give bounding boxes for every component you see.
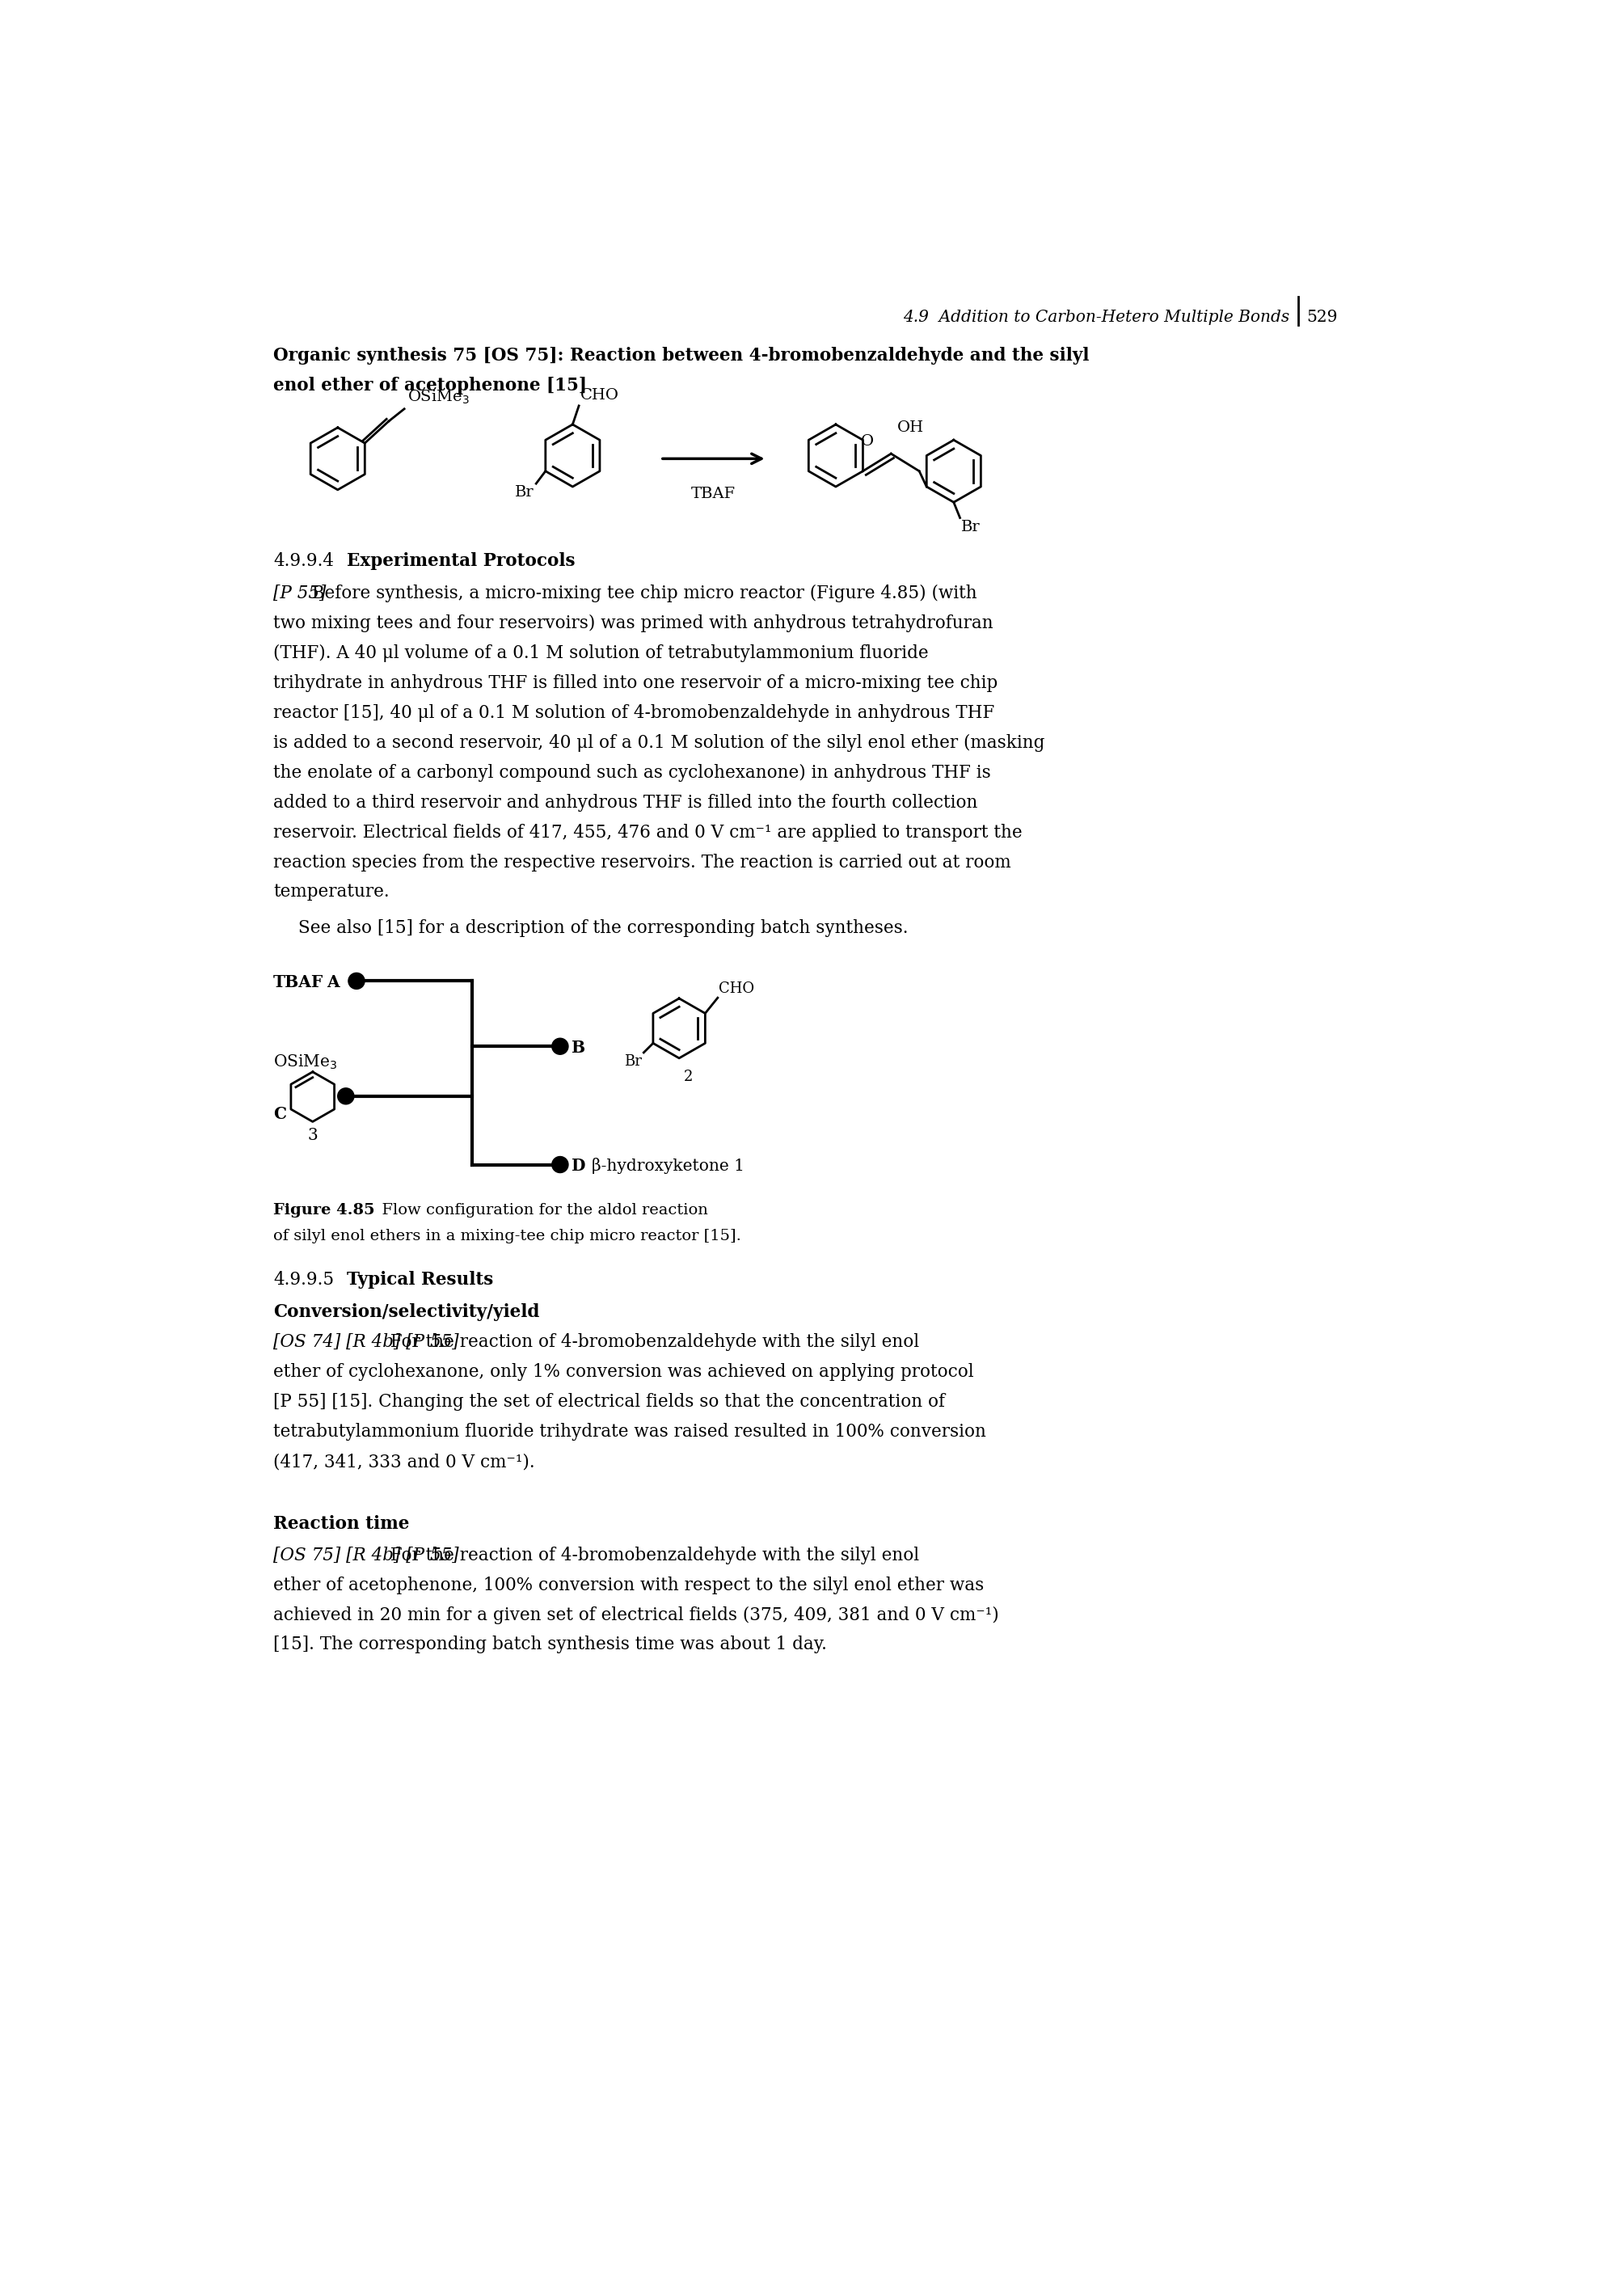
Text: of silyl enol ethers in a mixing-tee chip micro reactor [15].: of silyl enol ethers in a mixing-tee chi…: [273, 1229, 741, 1242]
Text: CHO: CHO: [580, 387, 619, 403]
Circle shape: [338, 1089, 354, 1105]
Text: Typical Results: Typical Results: [348, 1272, 494, 1288]
Circle shape: [552, 1038, 568, 1054]
Text: For the reaction of 4-bromobenzaldehyde with the silyl enol: For the reaction of 4-bromobenzaldehyde …: [385, 1334, 919, 1350]
Text: 3: 3: [307, 1128, 318, 1144]
Text: OSiMe$_3$: OSiMe$_3$: [273, 1054, 338, 1070]
Text: D: D: [572, 1157, 586, 1174]
Text: See also [15] for a description of the corresponding batch syntheses.: See also [15] for a description of the c…: [299, 919, 908, 937]
Text: [OS 74] [R 4b] [P 55]: [OS 74] [R 4b] [P 55]: [273, 1334, 460, 1350]
Text: Conversion/selectivity/yield: Conversion/selectivity/yield: [273, 1304, 539, 1320]
Text: tetrabutylammonium fluoride trihydrate was raised resulted in 100% conversion: tetrabutylammonium fluoride trihydrate w…: [273, 1423, 986, 1442]
Text: 4.9.9.4: 4.9.9.4: [273, 552, 335, 571]
Text: 529: 529: [1307, 309, 1338, 325]
Text: TBAF: TBAF: [692, 486, 736, 502]
Text: reaction species from the respective reservoirs. The reaction is carried out at : reaction species from the respective res…: [273, 853, 1012, 871]
Text: two mixing tees and four reservoirs) was primed with anhydrous tetrahydrofuran: two mixing tees and four reservoirs) was…: [273, 614, 994, 633]
Text: CHO: CHO: [719, 981, 755, 997]
Text: C: C: [273, 1107, 286, 1123]
Text: enol ether of acetophenone [15]: enol ether of acetophenone [15]: [273, 376, 586, 394]
Text: For the reaction of 4-bromobenzaldehyde with the silyl enol: For the reaction of 4-bromobenzaldehyde …: [385, 1547, 919, 1563]
Text: A: A: [326, 974, 339, 990]
Text: trihydrate in anhydrous THF is filled into one reservoir of a micro-mixing tee c: trihydrate in anhydrous THF is filled in…: [273, 674, 997, 692]
Text: (THF). A 40 μl volume of a 0.1 M solution of tetrabutylammonium fluoride: (THF). A 40 μl volume of a 0.1 M solutio…: [273, 644, 929, 662]
Text: temperature.: temperature.: [273, 882, 390, 901]
Text: [P 55]: [P 55]: [273, 584, 326, 603]
Text: [OS 75] [R 4b] [P 55]: [OS 75] [R 4b] [P 55]: [273, 1547, 460, 1563]
Text: reservoir. Electrical fields of 417, 455, 476 and 0 V cm⁻¹ are applied to transp: reservoir. Electrical fields of 417, 455…: [273, 823, 1021, 841]
Text: β-hydroxyketone 1: β-hydroxyketone 1: [591, 1157, 744, 1174]
Text: Figure 4.85: Figure 4.85: [273, 1203, 375, 1217]
Text: ether of cyclohexanone, only 1% conversion was achieved on applying protocol: ether of cyclohexanone, only 1% conversi…: [273, 1364, 974, 1382]
Text: 4.9.9.5: 4.9.9.5: [273, 1272, 335, 1288]
Text: is added to a second reservoir, 40 μl of a 0.1 M solution of the silyl enol ethe: is added to a second reservoir, 40 μl of…: [273, 733, 1044, 752]
Text: reactor [15], 40 μl of a 0.1 M solution of 4-bromobenzaldehyde in anhydrous THF: reactor [15], 40 μl of a 0.1 M solution …: [273, 704, 994, 722]
Text: Organic synthesis 75 [OS 75]: Reaction between 4-bromobenzaldehyde and the silyl: Organic synthesis 75 [OS 75]: Reaction b…: [273, 346, 1090, 364]
Text: TBAF: TBAF: [273, 974, 323, 990]
Text: ether of acetophenone, 100% conversion with respect to the silyl enol ether was: ether of acetophenone, 100% conversion w…: [273, 1577, 984, 1593]
Text: added to a third reservoir and anhydrous THF is filled into the fourth collectio: added to a third reservoir and anhydrous…: [273, 793, 978, 811]
Text: Experimental Protocols: Experimental Protocols: [348, 552, 575, 571]
Text: O: O: [861, 433, 874, 449]
Text: Br: Br: [961, 520, 981, 534]
Circle shape: [552, 1157, 568, 1174]
Text: OH: OH: [898, 419, 924, 435]
Text: B: B: [572, 1041, 585, 1057]
Text: OSiMe$_3$: OSiMe$_3$: [408, 390, 469, 406]
Text: Br: Br: [624, 1054, 641, 1068]
Text: Reaction time: Reaction time: [273, 1515, 409, 1533]
Circle shape: [348, 972, 365, 990]
Text: Br: Br: [515, 486, 534, 500]
Text: the enolate of a carbonyl compound such as cyclohexanone) in anhydrous THF is: the enolate of a carbonyl compound such …: [273, 763, 991, 782]
Text: (417, 341, 333 and 0 V cm⁻¹).: (417, 341, 333 and 0 V cm⁻¹).: [273, 1453, 534, 1471]
Text: [P 55] [15]. Changing the set of electrical fields so that the concentration of: [P 55] [15]. Changing the set of electri…: [273, 1394, 945, 1412]
Text: 4.9  Addition to Carbon-Hetero Multiple Bonds: 4.9 Addition to Carbon-Hetero Multiple B…: [903, 309, 1289, 325]
Text: Flow configuration for the aldol reaction: Flow configuration for the aldol reactio…: [372, 1203, 708, 1217]
Text: [15]. The corresponding batch synthesis time was about 1 day.: [15]. The corresponding batch synthesis …: [273, 1636, 827, 1653]
Text: 2: 2: [684, 1070, 693, 1084]
Text: achieved in 20 min for a given set of electrical fields (375, 409, 381 and 0 V c: achieved in 20 min for a given set of el…: [273, 1607, 999, 1623]
Text: Before synthesis, a micro-mixing tee chip micro reactor (Figure 4.85) (with: Before synthesis, a micro-mixing tee chi…: [307, 584, 978, 603]
